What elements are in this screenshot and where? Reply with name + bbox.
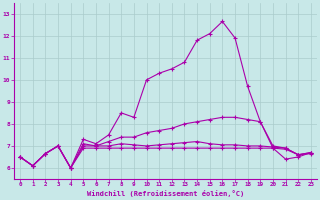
X-axis label: Windchill (Refroidissement éolien,°C): Windchill (Refroidissement éolien,°C) — [87, 190, 244, 197]
